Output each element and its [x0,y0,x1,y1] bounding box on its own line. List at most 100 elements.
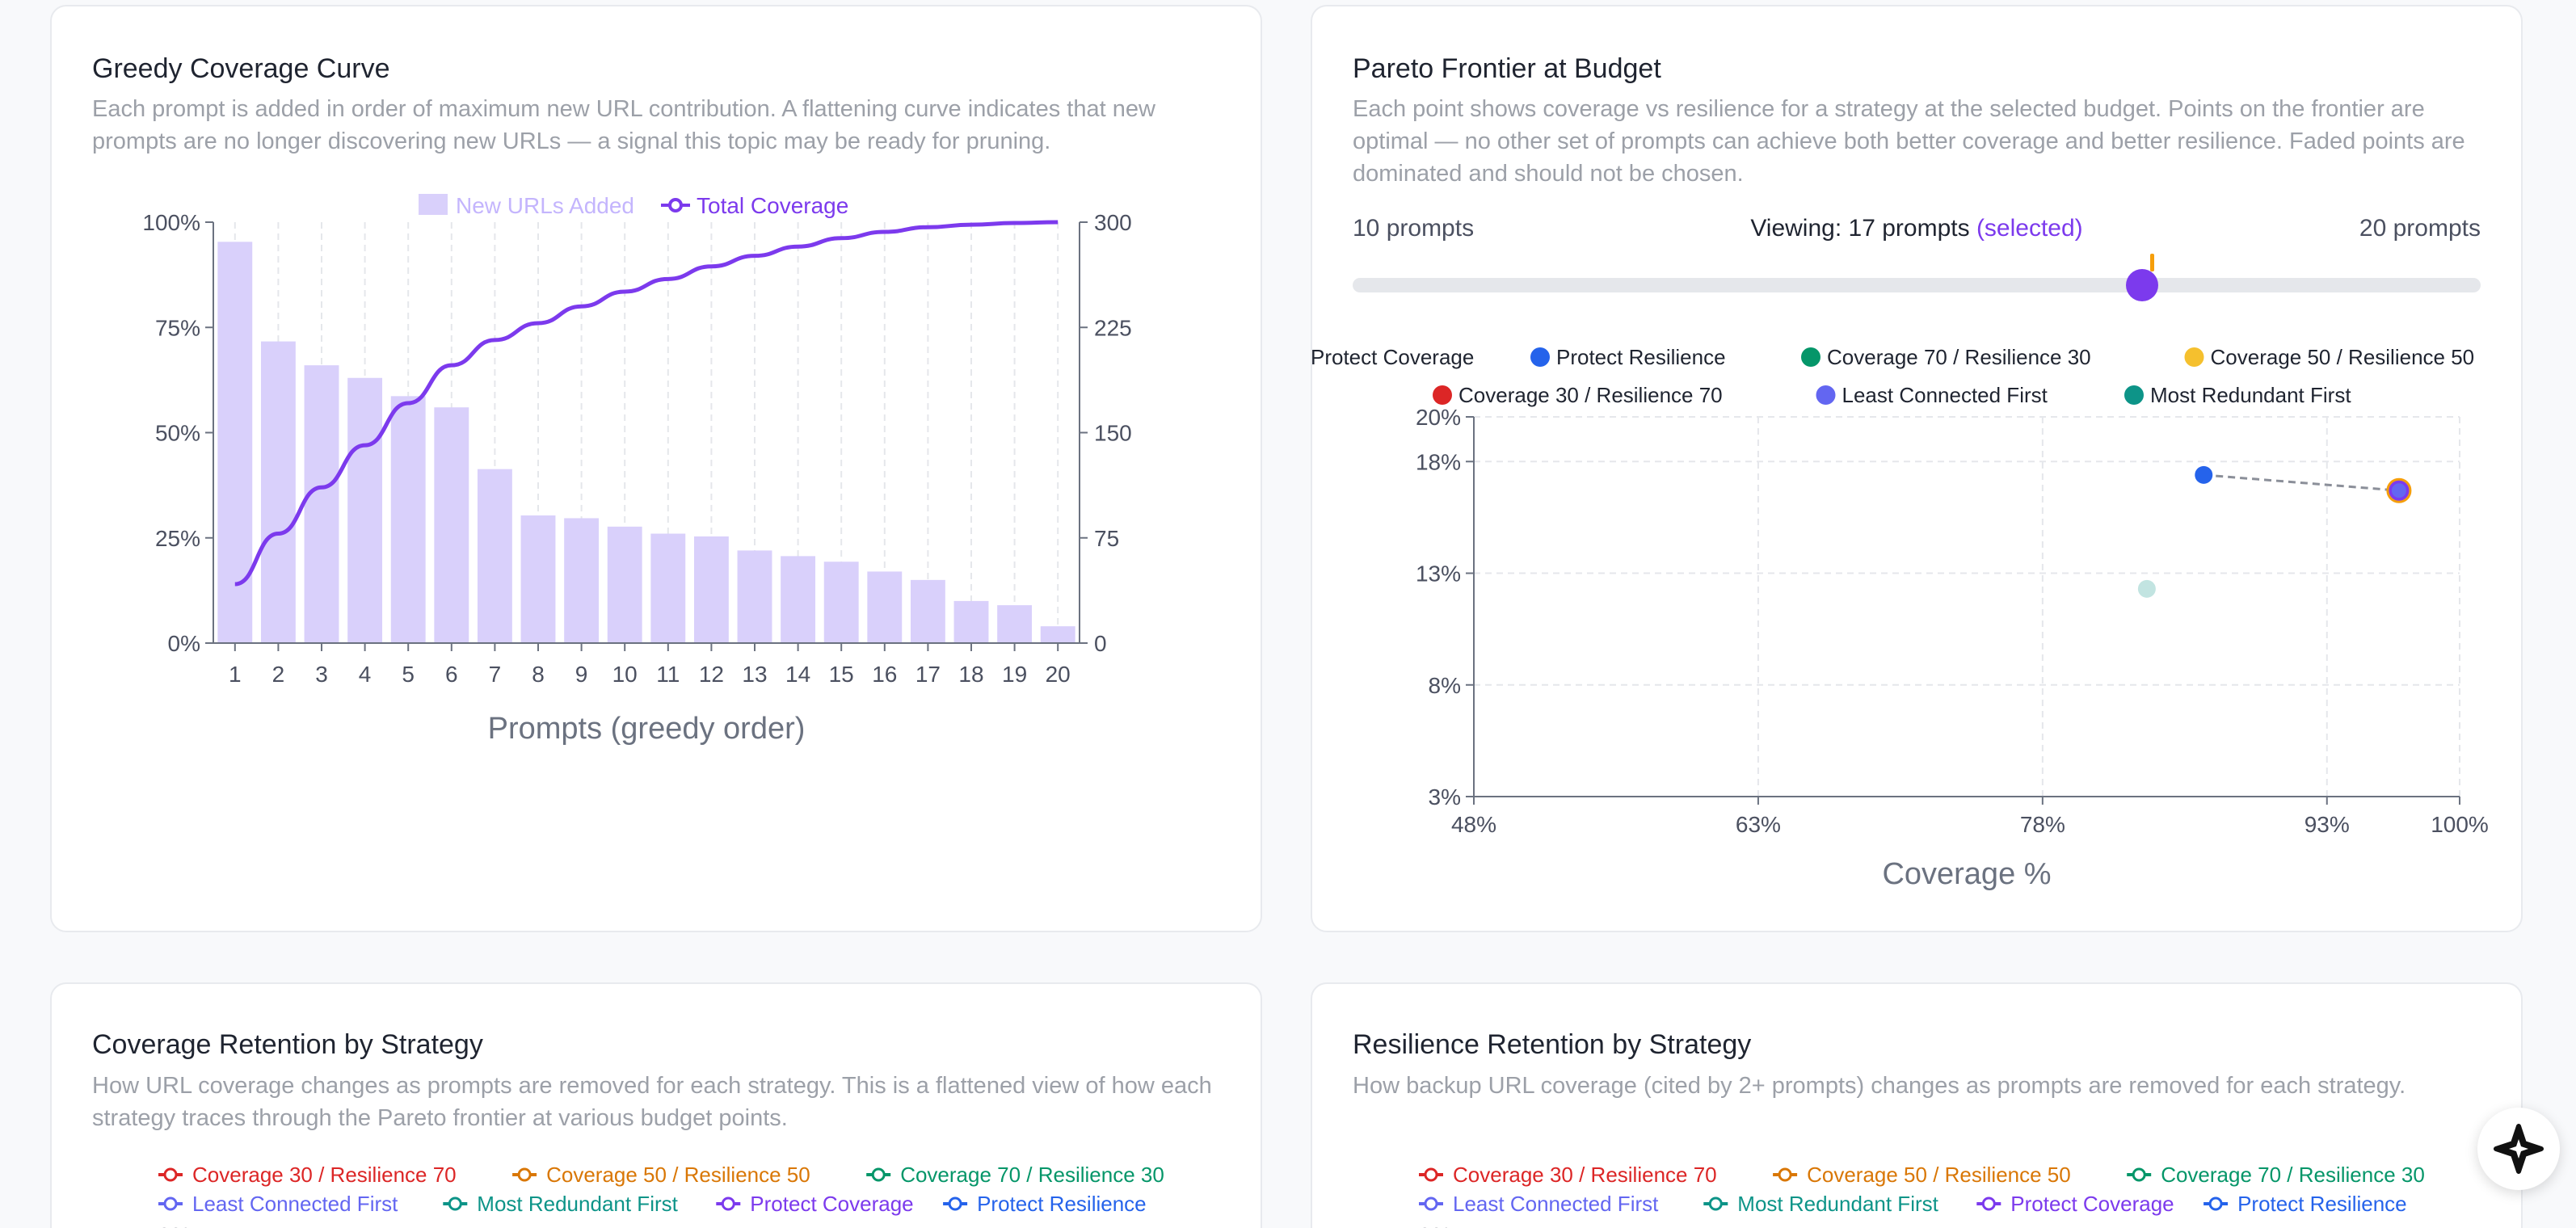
legend-label: Least Connected First [1453,1192,1659,1216]
coverage-retention-card: Coverage Retention by Strategy How URL c… [50,982,1262,1228]
budget-slider-labels: 10 prompts Viewing: 17 prompts (selected… [1353,215,2481,247]
budget-slider-track[interactable] [1353,254,2481,301]
left-tick-label: 50% [155,421,200,446]
legend-marker-0 [1424,1167,1438,1182]
pareto-frontier-card: Pareto Frontier at Budget Each point sho… [1311,5,2523,932]
bar-new-urls [347,377,383,643]
legend-dot-2 [1801,347,1820,367]
legend-dot-3 [2184,347,2204,367]
bar-new-urls [217,242,253,643]
left-tick-label: 75% [155,315,200,340]
legend-label: Most Redundant First [2150,383,2351,407]
legend-label-new-urls: New URLs Added [456,193,634,218]
bar-new-urls [607,526,642,643]
legend-marker-4 [1708,1196,1723,1211]
viewing-text: Viewing: 17 prompts [1750,215,1970,242]
coverage-retention-description: How URL coverage changes as prompts are … [92,1073,1212,1131]
legend-dot-1 [1530,347,1550,367]
x-tick-label: 1 [229,662,242,687]
legend-label: Coverage 70 / Resilience 30 [900,1163,1164,1187]
right-tick-label: 150 [1094,421,1132,446]
bar-new-urls [260,341,296,643]
legend-label-total-coverage: Total Coverage [697,193,848,218]
legend-label: Protect Resilience [1556,345,1726,369]
pareto-frontier-chart: Protect Coverage Protect Resilience Covera… [1312,345,2489,891]
legend-label: Most Redundant First [1737,1192,1938,1216]
resilience-retention-card: Resilience Retention by Strategy How bac… [1311,982,2523,1228]
slider-max-label: 20 prompts [2359,215,2481,242]
x-tick-label: 7 [489,662,502,687]
right-tick-label: 225 [1094,315,1132,340]
legend-dot-5 [1816,385,1836,405]
y-tick-label: 3% [1429,784,1461,810]
bar-new-urls [650,533,686,643]
legend-marker-6 [948,1196,962,1211]
slider-viewing-label: Viewing: 17 prompts (selected) [1353,215,2481,242]
y-tick-label: 18% [1416,449,1461,474]
bar-new-urls [520,515,556,643]
right-tick-label: 300 [1094,210,1132,235]
x-tick-label: 78% [2020,812,2065,837]
legend-marker-5 [1981,1196,1996,1211]
legend-label: Coverage 30 / Resilience 70 [1458,383,1723,407]
scatter-point-0 [2195,465,2213,484]
right-tick-label: 0 [1094,631,1107,656]
y-tick-label: 13% [1416,561,1461,587]
legend-label: Least Connected First [192,1192,398,1216]
legend-marker-4 [448,1196,462,1211]
x-tick-label: 4 [359,662,372,687]
pareto-frontier-line [2203,473,2400,492]
bar-new-urls [304,365,339,643]
coverage-retention-chart: Coverage 30 / Resilience 70 Coverage 50 /… [147,1163,1164,1228]
x-tick-label: 8 [532,662,545,687]
bar-new-urls [564,518,600,643]
legend-label: Protect Coverage [750,1192,913,1216]
resilience-retention-chart: Coverage 30 / Resilience 70 Coverage 50 /… [1408,1163,2425,1228]
legend-marker-2 [2132,1167,2146,1182]
legend-label: Most Redundant First [477,1192,678,1216]
legend-marker-2 [871,1167,886,1182]
assistant-button[interactable] [2477,1108,2560,1190]
y-tick-label: 20% [1416,405,1461,430]
legend-label: Coverage 50 / Resilience 50 [2211,345,2475,369]
x-tick-label: 3 [315,662,328,687]
legend-label: Protect Resilience [977,1192,1147,1216]
x-tick-label: 5 [402,662,415,687]
legend-label: Protect Coverage [1312,345,1474,369]
x-tick-label: 18 [958,662,983,687]
x-tick-label: 20 [1046,662,1071,687]
bar-new-urls [737,550,772,643]
legend-label: Protect Coverage [2010,1192,2174,1216]
bar-new-urls [953,600,989,643]
x-tick-label: 100% [2431,812,2489,837]
legend-label: Coverage 70 / Resilience 30 [2161,1163,2425,1187]
x-axis-title: Prompts (greedy order) [488,712,806,746]
resilience-retention-title: Resilience Retention by Strategy [1353,1029,1752,1060]
x-tick-label: 2 [272,662,285,687]
greedy-coverage-card: Greedy Coverage Curve Each prompt is add… [50,5,1262,932]
bar-new-urls [477,469,512,643]
pareto-frontier-title: Pareto Frontier at Budget [1353,53,1661,84]
left-tick-label: 25% [155,526,200,551]
legend-marker-5 [721,1196,735,1211]
x-tick-label: 9 [575,662,588,687]
x-tick-label: 48% [1451,812,1496,837]
scatter-point-3 [2137,579,2156,598]
bar-new-urls [823,561,859,643]
greedy-coverage-title: Greedy Coverage Curve [92,53,390,84]
legend-marker-6 [2208,1196,2223,1211]
right-tick-label: 75 [1094,526,1119,551]
x-tick-label: 15 [829,662,854,687]
left-tick-label: 0% [168,631,200,656]
y-tick-label: 100% [1408,1223,1462,1228]
left-tick-label: 100% [142,210,200,235]
greedy-coverage-description: Each prompt is added in order of maximum… [92,96,1155,154]
legend-label: Coverage 70 / Resilience 30 [1827,345,2091,369]
x-tick-label: 11 [656,662,680,687]
budget-slider-thumb[interactable] [2126,269,2159,301]
budget-selected-marker [2150,254,2155,271]
y-tick-label: 8% [1429,673,1461,698]
x-tick-label: 19 [1002,662,1027,687]
x-tick-label: 17 [915,662,941,687]
